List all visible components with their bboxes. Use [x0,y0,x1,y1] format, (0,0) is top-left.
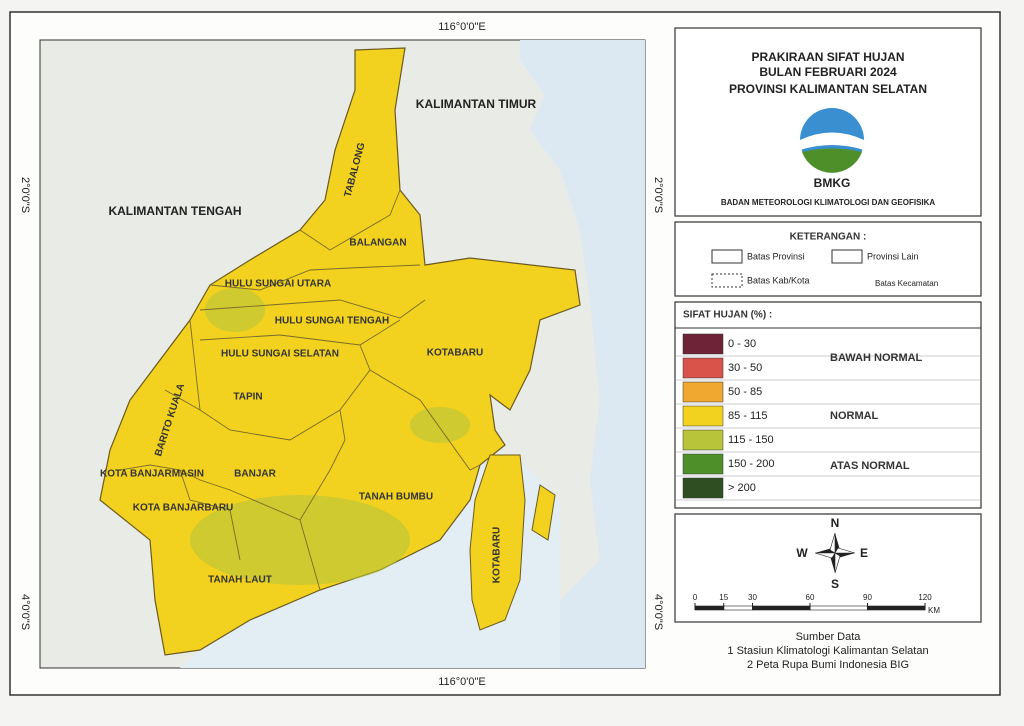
scale-label: 30 [748,593,757,602]
district-borders [119,189,481,591]
district-label: HULU SUNGAI TENGAH [275,316,389,327]
legend-group: BAWAH NORMAL [830,352,923,364]
district-label: TANAH LAUT [208,575,272,586]
district-label: KOTA BANJARBARU [133,503,234,514]
agency: BADAN METEOROLOGI KLIMATOLOGI DAN GEOFIS… [721,198,936,207]
source-title: Sumber Data [796,631,862,643]
neighbor-label: KALIMANTAN TENGAH [108,204,241,218]
legend-swatch [682,477,724,499]
pulau-laut [469,454,526,631]
scale-bar: 0 15 30 60 90 120 KM [693,593,941,615]
title-line: PROVINSI KALIMANTAN SELATAN [729,82,927,96]
neighbor-label: KALIMANTAN TIMUR [416,97,537,111]
district-label: KOTABARU [492,527,503,583]
legend-label: 150 - 200 [728,458,774,470]
district-label: HULU SUNGAI UTARA [225,279,331,290]
legend: 0 - 30 30 - 50 50 - 85 85 - 115 115 - 150 150… [675,333,981,501]
legend-swatch [682,405,724,427]
legend-group: ATAS NORMAL [830,460,910,472]
scale-segment [694,605,725,611]
legend-swatch [682,333,724,355]
graticule-label: 4°0'0"S [19,594,31,630]
bmkg-logo [800,108,864,173]
scale-label: 15 [719,593,728,602]
logo-text: BMKG [814,176,851,190]
compass-n: N [831,516,840,530]
compass-s: S [831,577,839,591]
legend-label: 30 - 50 [728,362,762,374]
scale-label: 120 [918,593,932,602]
wet-area [205,288,265,332]
legend-swatch [682,429,724,451]
scale-segment [752,605,811,611]
keterangan-title: KETERANGAN : [790,232,867,243]
graticule-label: 2°0'0"S [652,177,664,213]
scale-unit: KM [928,606,940,615]
wet-area [190,495,410,585]
title-line: BULAN FEBRUARI 2024 [759,65,897,79]
keterangan-item: Provinsi Lain [867,251,919,261]
keterangan-item: Batas Provinsi [747,251,805,261]
district-label: KOTABARU [427,348,483,359]
small-island [531,484,556,541]
legend-label: 50 - 85 [728,386,762,398]
swatch [831,249,863,264]
scale-segment [809,605,868,611]
scale-segment [723,605,753,611]
scale-label: 0 [693,593,698,602]
compass-e: E [860,546,868,560]
district-label: HULU SUNGAI SELATAN [221,349,339,360]
graticule-label: 2°0'0"S [19,177,31,213]
scale-segment [867,605,926,611]
graticule-label: 116°0'0"E [438,21,486,33]
district-label: BALANGAN [349,238,406,249]
map-frame: 116°0'0"E 116°0'0"E 2°0'0"S 4°0'0"S 2°0'… [19,21,664,688]
legend-title: SIFAT HUJAN (%) : [683,310,772,321]
district-label: BANJAR [234,469,276,480]
legend-label: 0 - 30 [728,338,756,350]
legend-label: 115 - 150 [728,434,774,446]
graticule-label: 4°0'0"S [652,594,664,630]
compass-rose [814,532,856,574]
keterangan-item: Batas Kecamatan [875,279,938,288]
source-item: 1 Stasiun Klimatologi Kalimantan Selatan [727,645,928,657]
sea-south [180,460,560,668]
legend-swatch [682,381,724,403]
graticule-label: 116°0'0"E [438,676,486,688]
district-label: TANAH BUMBU [359,492,433,503]
title-line: PRAKIRAAN SIFAT HUJAN [751,50,904,64]
district-label: TAPIN [233,392,262,403]
compass-w: W [796,546,808,560]
compass-box [674,513,982,623]
sea [520,40,645,668]
district-label: KOTA BANJARMASIN [100,469,204,480]
keterangan-item: Batas Kab/Kota [747,275,810,285]
legend-label: 85 - 115 [728,410,768,422]
wet-area [410,407,470,443]
legend-swatch [682,453,724,475]
legend-label: > 200 [728,482,756,494]
source-item: 2 Peta Rupa Bumi Indonesia BIG [747,659,909,671]
swatch [711,249,743,264]
scale-label: 60 [806,593,815,602]
legend-swatch [682,357,724,379]
scale-label: 90 [863,593,872,602]
legend-box [674,301,982,509]
swatch [711,273,743,288]
legend-group: NORMAL [830,410,879,422]
